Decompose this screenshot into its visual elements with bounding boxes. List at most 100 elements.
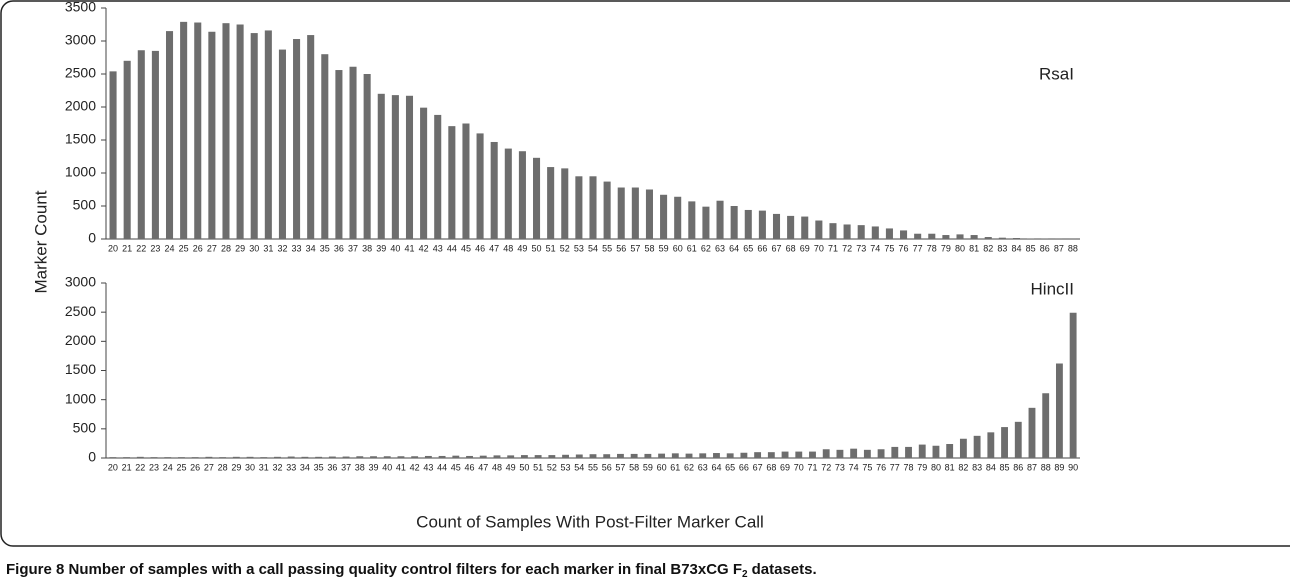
x-tick-label: 83 <box>997 243 1007 253</box>
bar <box>219 457 227 458</box>
x-tick-label: 42 <box>410 462 420 472</box>
bar <box>315 456 323 458</box>
bar <box>836 449 844 458</box>
x-tick-label: 84 <box>986 462 996 472</box>
x-tick-label: 87 <box>1054 243 1064 253</box>
bar <box>561 168 569 239</box>
bar <box>603 454 611 458</box>
x-tick-label: 69 <box>800 243 810 253</box>
x-tick-label: 39 <box>368 462 378 472</box>
x-tick-label: 43 <box>423 462 433 472</box>
bar <box>850 448 858 458</box>
x-tick-label: 20 <box>108 243 118 253</box>
bar <box>307 35 315 240</box>
x-tick-label: 80 <box>931 462 941 472</box>
panel-title: HincII <box>1031 279 1074 298</box>
bar <box>730 206 738 239</box>
bar <box>589 176 597 239</box>
bar <box>493 455 501 458</box>
bar <box>194 22 202 239</box>
x-tick-label: 82 <box>983 243 993 253</box>
bar <box>377 93 385 239</box>
bar <box>420 107 428 239</box>
bar <box>726 453 734 458</box>
x-tick-label: 23 <box>149 462 159 472</box>
x-tick-label: 57 <box>630 243 640 253</box>
bar <box>434 114 442 239</box>
bar <box>1028 407 1036 458</box>
x-tick-label: 28 <box>218 462 228 472</box>
bar <box>293 39 301 239</box>
y-tick-label: 3000 <box>65 274 96 290</box>
x-tick-label: 61 <box>687 243 697 253</box>
bar <box>520 455 528 458</box>
bar <box>335 70 343 239</box>
bar <box>987 432 995 458</box>
x-tick-label: 90 <box>1068 462 1078 472</box>
bar <box>772 213 781 239</box>
x-tick-label: 66 <box>739 462 749 472</box>
bar <box>631 187 639 239</box>
x-tick-label: 51 <box>533 462 543 472</box>
bar <box>744 209 752 239</box>
bar <box>617 187 625 239</box>
x-tick-label: 63 <box>698 462 708 472</box>
y-tick-label: 1500 <box>65 131 96 147</box>
bar <box>479 455 487 458</box>
bar <box>246 456 254 458</box>
bar <box>932 445 940 458</box>
x-tick-label: 70 <box>794 462 804 472</box>
bar <box>180 21 188 239</box>
bar <box>490 141 498 239</box>
x-tick-label: 50 <box>532 243 542 253</box>
bar <box>787 215 795 239</box>
bar <box>533 157 541 239</box>
y-tick-label: 500 <box>73 420 97 436</box>
caption-end: datasets. <box>752 561 817 578</box>
x-tick-label: 49 <box>517 243 527 253</box>
x-tick-label: 22 <box>136 243 146 253</box>
bar <box>795 451 803 458</box>
y-tick-label: 2000 <box>65 98 96 114</box>
x-tick-label: 68 <box>766 462 776 472</box>
x-tick-label: 75 <box>884 243 894 253</box>
x-tick-label: 78 <box>927 243 937 253</box>
y-tick-label: 2500 <box>65 303 96 319</box>
bar <box>151 50 159 240</box>
bar <box>928 233 936 239</box>
bar <box>222 23 230 240</box>
x-tick-label: 66 <box>757 243 767 253</box>
bar <box>448 126 456 239</box>
x-tick-label: 73 <box>835 462 845 472</box>
y-tick-label: 500 <box>73 197 97 213</box>
x-tick-label: 31 <box>263 243 273 253</box>
y-tick-label: 2000 <box>65 332 96 348</box>
x-tick-label: 26 <box>193 243 203 253</box>
x-tick-label: 76 <box>899 243 909 253</box>
x-tick-label: 31 <box>259 462 269 472</box>
bar <box>208 31 216 240</box>
bar <box>758 210 766 239</box>
x-tick-label: 77 <box>890 462 900 472</box>
x-tick-label: 27 <box>204 462 214 472</box>
x-tick-label: 64 <box>729 243 739 253</box>
x-tick-label: 43 <box>433 243 443 253</box>
bar <box>109 71 117 239</box>
bar <box>575 176 583 239</box>
bar <box>534 455 542 458</box>
bar <box>150 457 158 458</box>
x-tick-label: 65 <box>725 462 735 472</box>
bar <box>767 452 775 458</box>
bar <box>349 66 357 240</box>
y-axis-title: Marker Count <box>31 190 50 293</box>
x-tick-label: 24 <box>165 243 175 253</box>
bar <box>342 456 350 458</box>
x-tick-label: 60 <box>657 462 667 472</box>
x-tick-label: 29 <box>231 462 241 472</box>
bar <box>178 457 185 458</box>
x-tick-label: 85 <box>1000 462 1010 472</box>
bar <box>699 453 707 458</box>
bar <box>998 237 1006 239</box>
x-tick-label: 35 <box>314 462 324 472</box>
